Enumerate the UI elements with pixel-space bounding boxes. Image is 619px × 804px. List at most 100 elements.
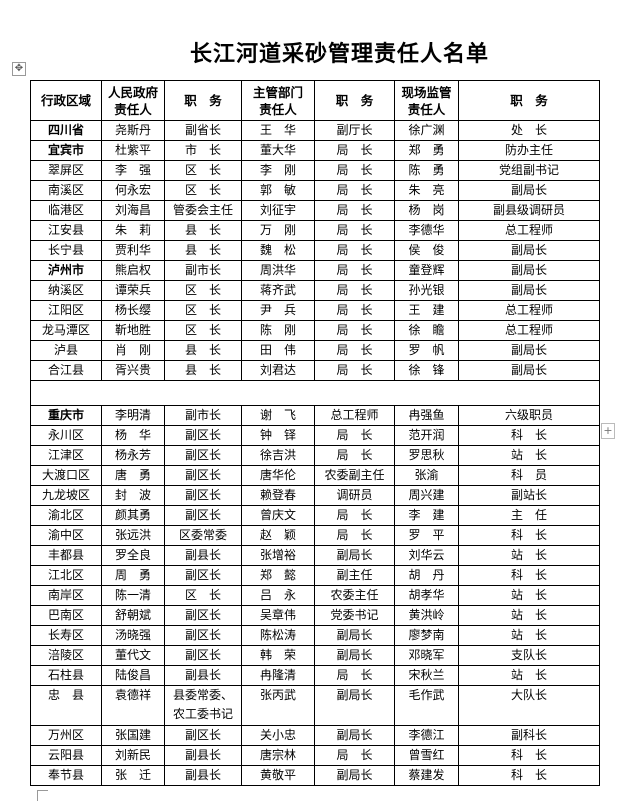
- cell-site-title: 防办主任: [458, 140, 600, 161]
- cell-dept-person: 吕 永: [241, 585, 315, 606]
- cell-site-title: 大队长: [458, 685, 600, 726]
- cell-dept-title: 党委书记: [314, 605, 395, 626]
- cell-dept-person: 张丙武: [241, 685, 315, 726]
- cell-site-person: 王 建: [394, 300, 459, 321]
- cell-site-person: 胡孝华: [394, 585, 459, 606]
- table-row: 江阳区 杨长缨区 长尹 兵局 长王 建总工程师: [30, 300, 600, 321]
- cell-dept-title: 局 长: [314, 260, 395, 281]
- cell-region: 忠 县: [30, 685, 102, 726]
- table-row: 忠 县袁德祥 县委常委、 农工委书记 张丙武 副局长 毛作武 大队长: [30, 685, 600, 726]
- cell-dept-title: 局 长: [314, 280, 395, 301]
- cell-region: 渝北区: [30, 505, 102, 526]
- cell-site-person: 郑 勇: [394, 140, 459, 161]
- table-move-handle-icon[interactable]: ✥: [12, 62, 26, 76]
- cell-region: 长宁县: [30, 240, 102, 261]
- cell-site-person: 罗 平: [394, 525, 459, 546]
- cell-region: 九龙坡区: [30, 485, 102, 506]
- cell-dept-title: 局 长: [314, 140, 395, 161]
- cell-dept-title: 局 长: [314, 200, 395, 221]
- cell-gov-person: 何永宏: [101, 180, 165, 201]
- cell-site-title: 副局长: [458, 280, 600, 301]
- cell-gov-person: 贾利华: [101, 240, 165, 261]
- cell-site-person: 张渝: [394, 465, 459, 486]
- responsibility-table: 行政区域 人民政府 责任人职 务主管部门 责任人职 务现场监管 责任人职 务 四川省 尧斯…: [30, 80, 600, 786]
- cell-gov-person: 袁德祥: [101, 685, 165, 726]
- cell-site-title: 副县级调研员: [458, 200, 600, 221]
- cell-region: 重庆市: [30, 405, 102, 426]
- cell-gov-title: 管委会主任: [164, 200, 242, 221]
- cell-gov-person: 罗全良: [101, 545, 165, 566]
- cell-gov-title: 县 长: [164, 220, 242, 241]
- cell-dept-title: 局 长: [314, 445, 395, 466]
- cell-dept-title: 局 长: [314, 745, 395, 766]
- cell-gov-person: 李 强: [101, 160, 165, 181]
- cell-gov-person: 陆俊昌: [101, 665, 165, 686]
- cell-region: 大渡口区: [30, 465, 102, 486]
- cell-region: 丰都县: [30, 545, 102, 566]
- table-row: 长寿区 汤晓强 副区长 陈松涛 副局长 廖梦南站 长: [30, 625, 600, 646]
- cell-site-title: 科 长: [458, 745, 600, 766]
- cell-region: 江安县: [30, 220, 102, 241]
- cell-site-person: 童登辉: [394, 260, 459, 281]
- cell-dept-person: 钟 铎: [241, 425, 315, 446]
- cell-site-title: 站 长: [458, 605, 600, 626]
- cell-gov-person: 朱 莉: [101, 220, 165, 241]
- cell-gov-person: 刘新民: [101, 745, 165, 766]
- cell-dept-person: 张增裕: [241, 545, 315, 566]
- header-region: 行政区域: [30, 80, 102, 121]
- cell-dept-person: 关小忠: [241, 725, 315, 746]
- cell-gov-title: 区 长: [164, 180, 242, 201]
- table-row: 渝中区 张远洪 区委常委赵 颖局 长罗 平科 长: [30, 525, 600, 546]
- cell-dept-person: 万 刚: [241, 220, 315, 241]
- cell-site-person: 徐广渊: [394, 120, 459, 141]
- cell-gov-person: 周 勇: [101, 565, 165, 586]
- cell-site-person: 李德华: [394, 220, 459, 241]
- cell-gov-person: 刘海昌: [101, 200, 165, 221]
- cell-gov-person: 肖 刚: [101, 340, 165, 361]
- cell-gov-person: 陈一清: [101, 585, 165, 606]
- cell-dept-title: 副局长: [314, 765, 395, 786]
- cell-site-person: 杨 岗: [394, 200, 459, 221]
- header-line: 责任人: [259, 101, 297, 117]
- cell-gov-title: 副县长: [164, 545, 242, 566]
- cell-gov-person: 杜紫平: [101, 140, 165, 161]
- table-row: 合江县 胥兴贵县 长刘君达局 长徐 锋副局长: [30, 360, 600, 381]
- cell-site-title: 副局长: [458, 340, 600, 361]
- table-row: 长宁县 贾利华县 长魏 松局 长侯 俊副局长: [30, 240, 600, 261]
- cell-dept-person: 曾庆文: [241, 505, 315, 526]
- cell-gov-title: 副区长: [164, 465, 242, 486]
- cell-gov-person: 张 迁: [101, 765, 165, 786]
- cell-gov-person: 张国建: [101, 725, 165, 746]
- cell-gov-title: 县 长: [164, 360, 242, 381]
- cell-dept-title: 局 长: [314, 505, 395, 526]
- add-row-icon[interactable]: +: [601, 423, 615, 439]
- cell-dept-person: 冉隆清: [241, 665, 315, 686]
- cell-site-person: 胡 丹: [394, 565, 459, 586]
- header-line: 责任人: [407, 101, 446, 117]
- cell-site-title: 科 长: [458, 565, 600, 586]
- cell-dept-title: 副局长: [314, 685, 395, 726]
- blank-cell: [30, 380, 600, 406]
- cell-site-title: 站 长: [458, 665, 600, 686]
- table-row: 纳溪区 谭荣兵区 长蒋齐武局 长孙光银 副局长: [30, 280, 600, 301]
- cell-site-person: 宋秋兰: [394, 665, 459, 686]
- cell-dept-person: 蒋齐武: [241, 280, 315, 301]
- cell-site-person: 李 建: [394, 505, 459, 526]
- cell-site-person: 陈 勇: [394, 160, 459, 181]
- cell-dept-person: 吴章伟: [241, 605, 315, 626]
- cell-gov-person: 汤晓强: [101, 625, 165, 646]
- header-line: 职 务: [335, 93, 374, 108]
- header-line: 职 务: [510, 93, 548, 108]
- cell-site-person: 范开润: [394, 425, 459, 446]
- cell-gov-person: 谭荣兵: [101, 280, 165, 301]
- cell-region: 永川区: [30, 425, 102, 446]
- table-row: 泸县肖 刚县 长田 伟局 长罗 帆副局长: [30, 340, 600, 361]
- cell-gov-title: 区 长: [164, 585, 242, 606]
- cell-gov-person: 张远洪: [101, 525, 165, 546]
- cell-site-person: 朱 亮: [394, 180, 459, 201]
- cell-region: 宜宾市: [30, 140, 102, 161]
- cell-gov-person: 杨 华: [101, 425, 165, 446]
- cell-dept-person: 郑 懿: [241, 565, 315, 586]
- cell-gov-title: 副区长: [164, 725, 242, 746]
- cell-region: 渝中区: [30, 525, 102, 546]
